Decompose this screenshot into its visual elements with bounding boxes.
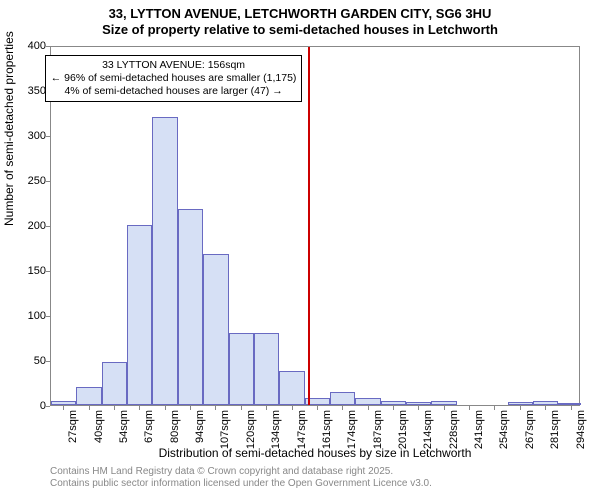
y-tick-label: 250 bbox=[6, 175, 46, 187]
y-tick-label: 150 bbox=[6, 265, 46, 277]
footer-line2: Contains public sector information licen… bbox=[50, 478, 432, 490]
x-axis-label: Distribution of semi-detached houses by … bbox=[50, 446, 580, 460]
y-tick-mark bbox=[46, 271, 50, 272]
x-tick-mark bbox=[266, 406, 267, 410]
histogram-bar bbox=[203, 254, 228, 405]
x-tick-mark bbox=[89, 406, 90, 410]
y-tick-mark bbox=[46, 406, 50, 407]
y-tick-label: 400 bbox=[6, 40, 46, 52]
histogram-bar bbox=[127, 225, 152, 405]
y-tick-mark bbox=[46, 136, 50, 137]
y-tick-mark bbox=[46, 181, 50, 182]
y-tick-label: 300 bbox=[6, 130, 46, 142]
x-tick-mark bbox=[190, 406, 191, 410]
x-tick-mark bbox=[418, 406, 419, 410]
y-tick-label: 100 bbox=[6, 310, 46, 322]
histogram-bar bbox=[229, 333, 254, 405]
x-tick-mark bbox=[545, 406, 546, 410]
histogram-bar bbox=[279, 371, 304, 405]
x-tick-mark bbox=[444, 406, 445, 410]
histogram-bar bbox=[102, 362, 127, 405]
chart-title-main: 33, LYTTON AVENUE, LETCHWORTH GARDEN CIT… bbox=[0, 6, 600, 21]
x-tick-mark bbox=[571, 406, 572, 410]
histogram-bar bbox=[431, 401, 456, 406]
annotation-line1: 33 LYTTON AVENUE: 156sqm bbox=[51, 59, 297, 72]
histogram-bar bbox=[355, 398, 380, 405]
y-tick-label: 200 bbox=[6, 220, 46, 232]
y-tick-mark bbox=[46, 361, 50, 362]
y-tick-label: 350 bbox=[6, 85, 46, 97]
footer-line1: Contains HM Land Registry data © Crown c… bbox=[50, 466, 432, 478]
x-tick-mark bbox=[393, 406, 394, 410]
y-tick-label: 0 bbox=[6, 400, 46, 412]
x-tick-mark bbox=[520, 406, 521, 410]
histogram-bar bbox=[51, 401, 76, 406]
y-tick-mark bbox=[46, 226, 50, 227]
annotation-line3: 4% of semi-detached houses are larger (4… bbox=[51, 85, 297, 98]
x-tick-mark bbox=[317, 406, 318, 410]
histogram-bar bbox=[381, 401, 406, 406]
x-tick-mark bbox=[215, 406, 216, 410]
x-tick-mark bbox=[469, 406, 470, 410]
histogram-bar bbox=[152, 117, 177, 405]
histogram-bar bbox=[254, 333, 279, 405]
y-tick-label: 50 bbox=[6, 355, 46, 367]
histogram-bar bbox=[558, 403, 581, 405]
footer-attribution: Contains HM Land Registry data © Crown c… bbox=[50, 466, 432, 490]
reference-line bbox=[308, 47, 310, 405]
histogram-bar bbox=[406, 402, 431, 405]
x-tick-mark bbox=[63, 406, 64, 410]
x-tick-mark bbox=[165, 406, 166, 410]
x-tick-mark bbox=[139, 406, 140, 410]
histogram-chart: 33, LYTTON AVENUE, LETCHWORTH GARDEN CIT… bbox=[0, 0, 600, 500]
chart-title-sub: Size of property relative to semi-detach… bbox=[0, 22, 600, 37]
y-tick-mark bbox=[46, 316, 50, 317]
histogram-bar bbox=[508, 402, 533, 405]
x-tick-mark bbox=[114, 406, 115, 410]
annotation-box: 33 LYTTON AVENUE: 156sqm ← 96% of semi-d… bbox=[45, 55, 303, 102]
x-tick-mark bbox=[292, 406, 293, 410]
histogram-bar bbox=[533, 401, 558, 406]
histogram-bar bbox=[330, 392, 355, 406]
plot-area: 33 LYTTON AVENUE: 156sqm ← 96% of semi-d… bbox=[50, 46, 580, 406]
histogram-bar bbox=[76, 387, 101, 405]
x-tick-mark bbox=[494, 406, 495, 410]
y-axis-label: Number of semi-detached properties bbox=[2, 31, 16, 226]
x-tick-mark bbox=[241, 406, 242, 410]
annotation-line2: ← 96% of semi-detached houses are smalle… bbox=[51, 72, 297, 85]
x-tick-mark bbox=[342, 406, 343, 410]
y-tick-mark bbox=[46, 46, 50, 47]
x-tick-mark bbox=[368, 406, 369, 410]
histogram-bar bbox=[178, 209, 203, 405]
